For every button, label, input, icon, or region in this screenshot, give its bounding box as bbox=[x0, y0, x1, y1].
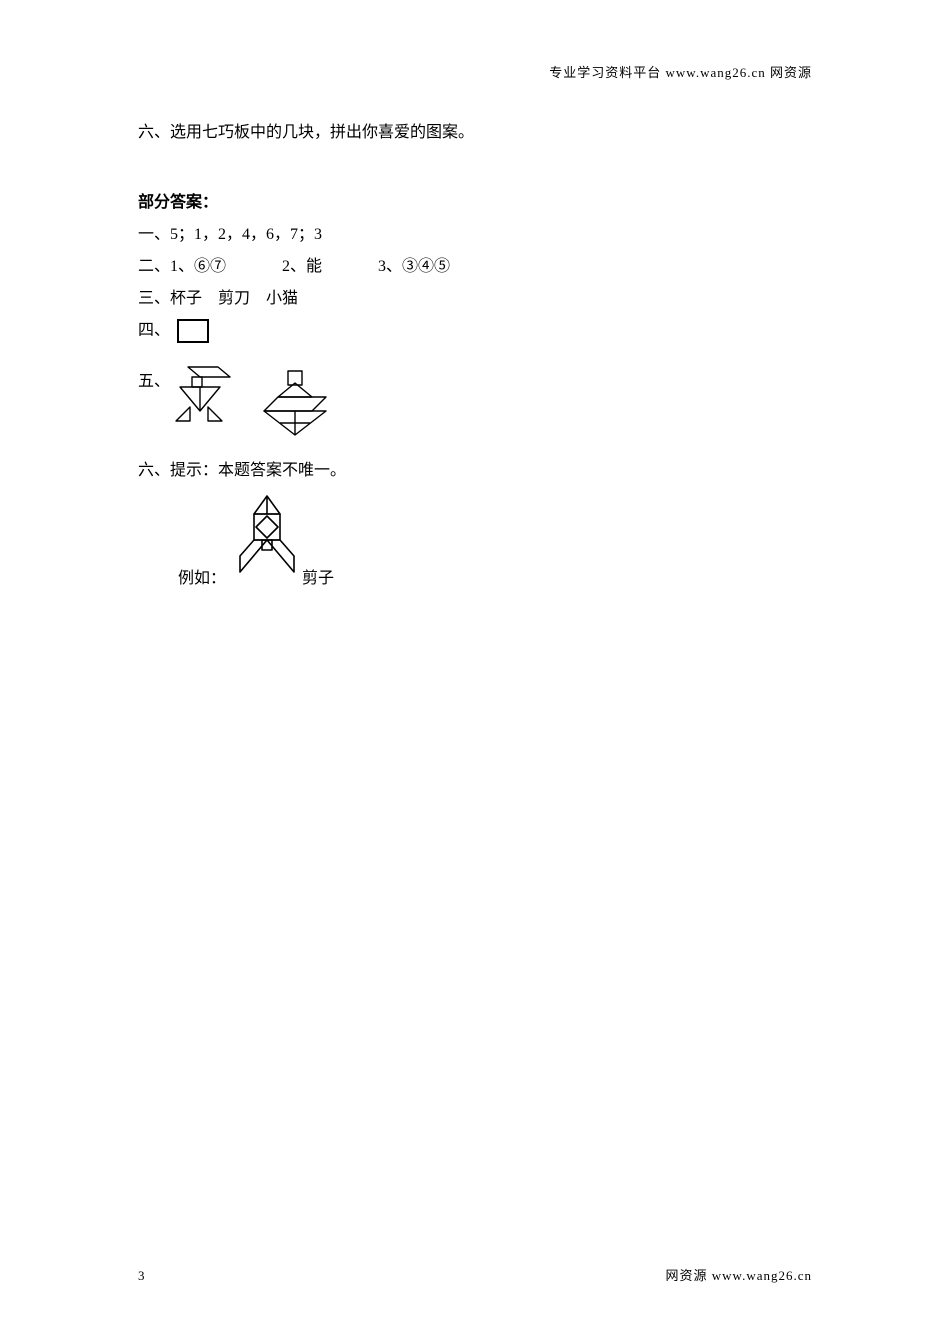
tangram-figure-a-icon bbox=[174, 359, 238, 448]
answer-4: 四、 bbox=[138, 316, 818, 357]
answer-6-example: 例如： 剪子 bbox=[178, 492, 818, 589]
rectangle-icon bbox=[174, 316, 212, 357]
page-content: 六、选用七巧板中的几块，拼出你喜爱的图案。 部分答案： 一、5；1，2，4，6，… bbox=[138, 118, 818, 589]
answer-6: 六、提示：本题答案不唯一。 bbox=[138, 456, 818, 486]
page-number: 3 bbox=[138, 1268, 145, 1284]
footer-source: 网资源 www.wang26.cn bbox=[666, 1265, 813, 1284]
answer-3: 三、杯子 剪刀 小猫 bbox=[138, 284, 818, 314]
example-label: 例如： bbox=[178, 569, 226, 589]
question-6: 六、选用七巧板中的几块，拼出你喜爱的图案。 bbox=[138, 118, 818, 148]
tangram-figure-b-icon bbox=[256, 369, 336, 452]
example-caption: 剪子 bbox=[302, 569, 334, 589]
answer-5-label: 五、 bbox=[138, 367, 170, 397]
answer-2-part1: 二、1、⑥⑦ bbox=[138, 258, 226, 275]
answer-4-label: 四、 bbox=[138, 316, 170, 346]
answers-heading: 部分答案： bbox=[138, 188, 818, 212]
answer-2: 二、1、⑥⑦ 2、能 3、③④⑤ bbox=[138, 252, 818, 282]
answer-1: 一、5；1，2，4，6，7；3 bbox=[138, 220, 818, 250]
answer-2-part2: 2、能 bbox=[282, 258, 322, 275]
answer-5: 五、 bbox=[138, 359, 818, 452]
header-source: 专业学习资料平台 www.wang26.cn 网资源 bbox=[549, 62, 812, 81]
tangram-scissors-icon bbox=[234, 492, 300, 589]
answer-2-part3: 3、③④⑤ bbox=[378, 258, 450, 275]
